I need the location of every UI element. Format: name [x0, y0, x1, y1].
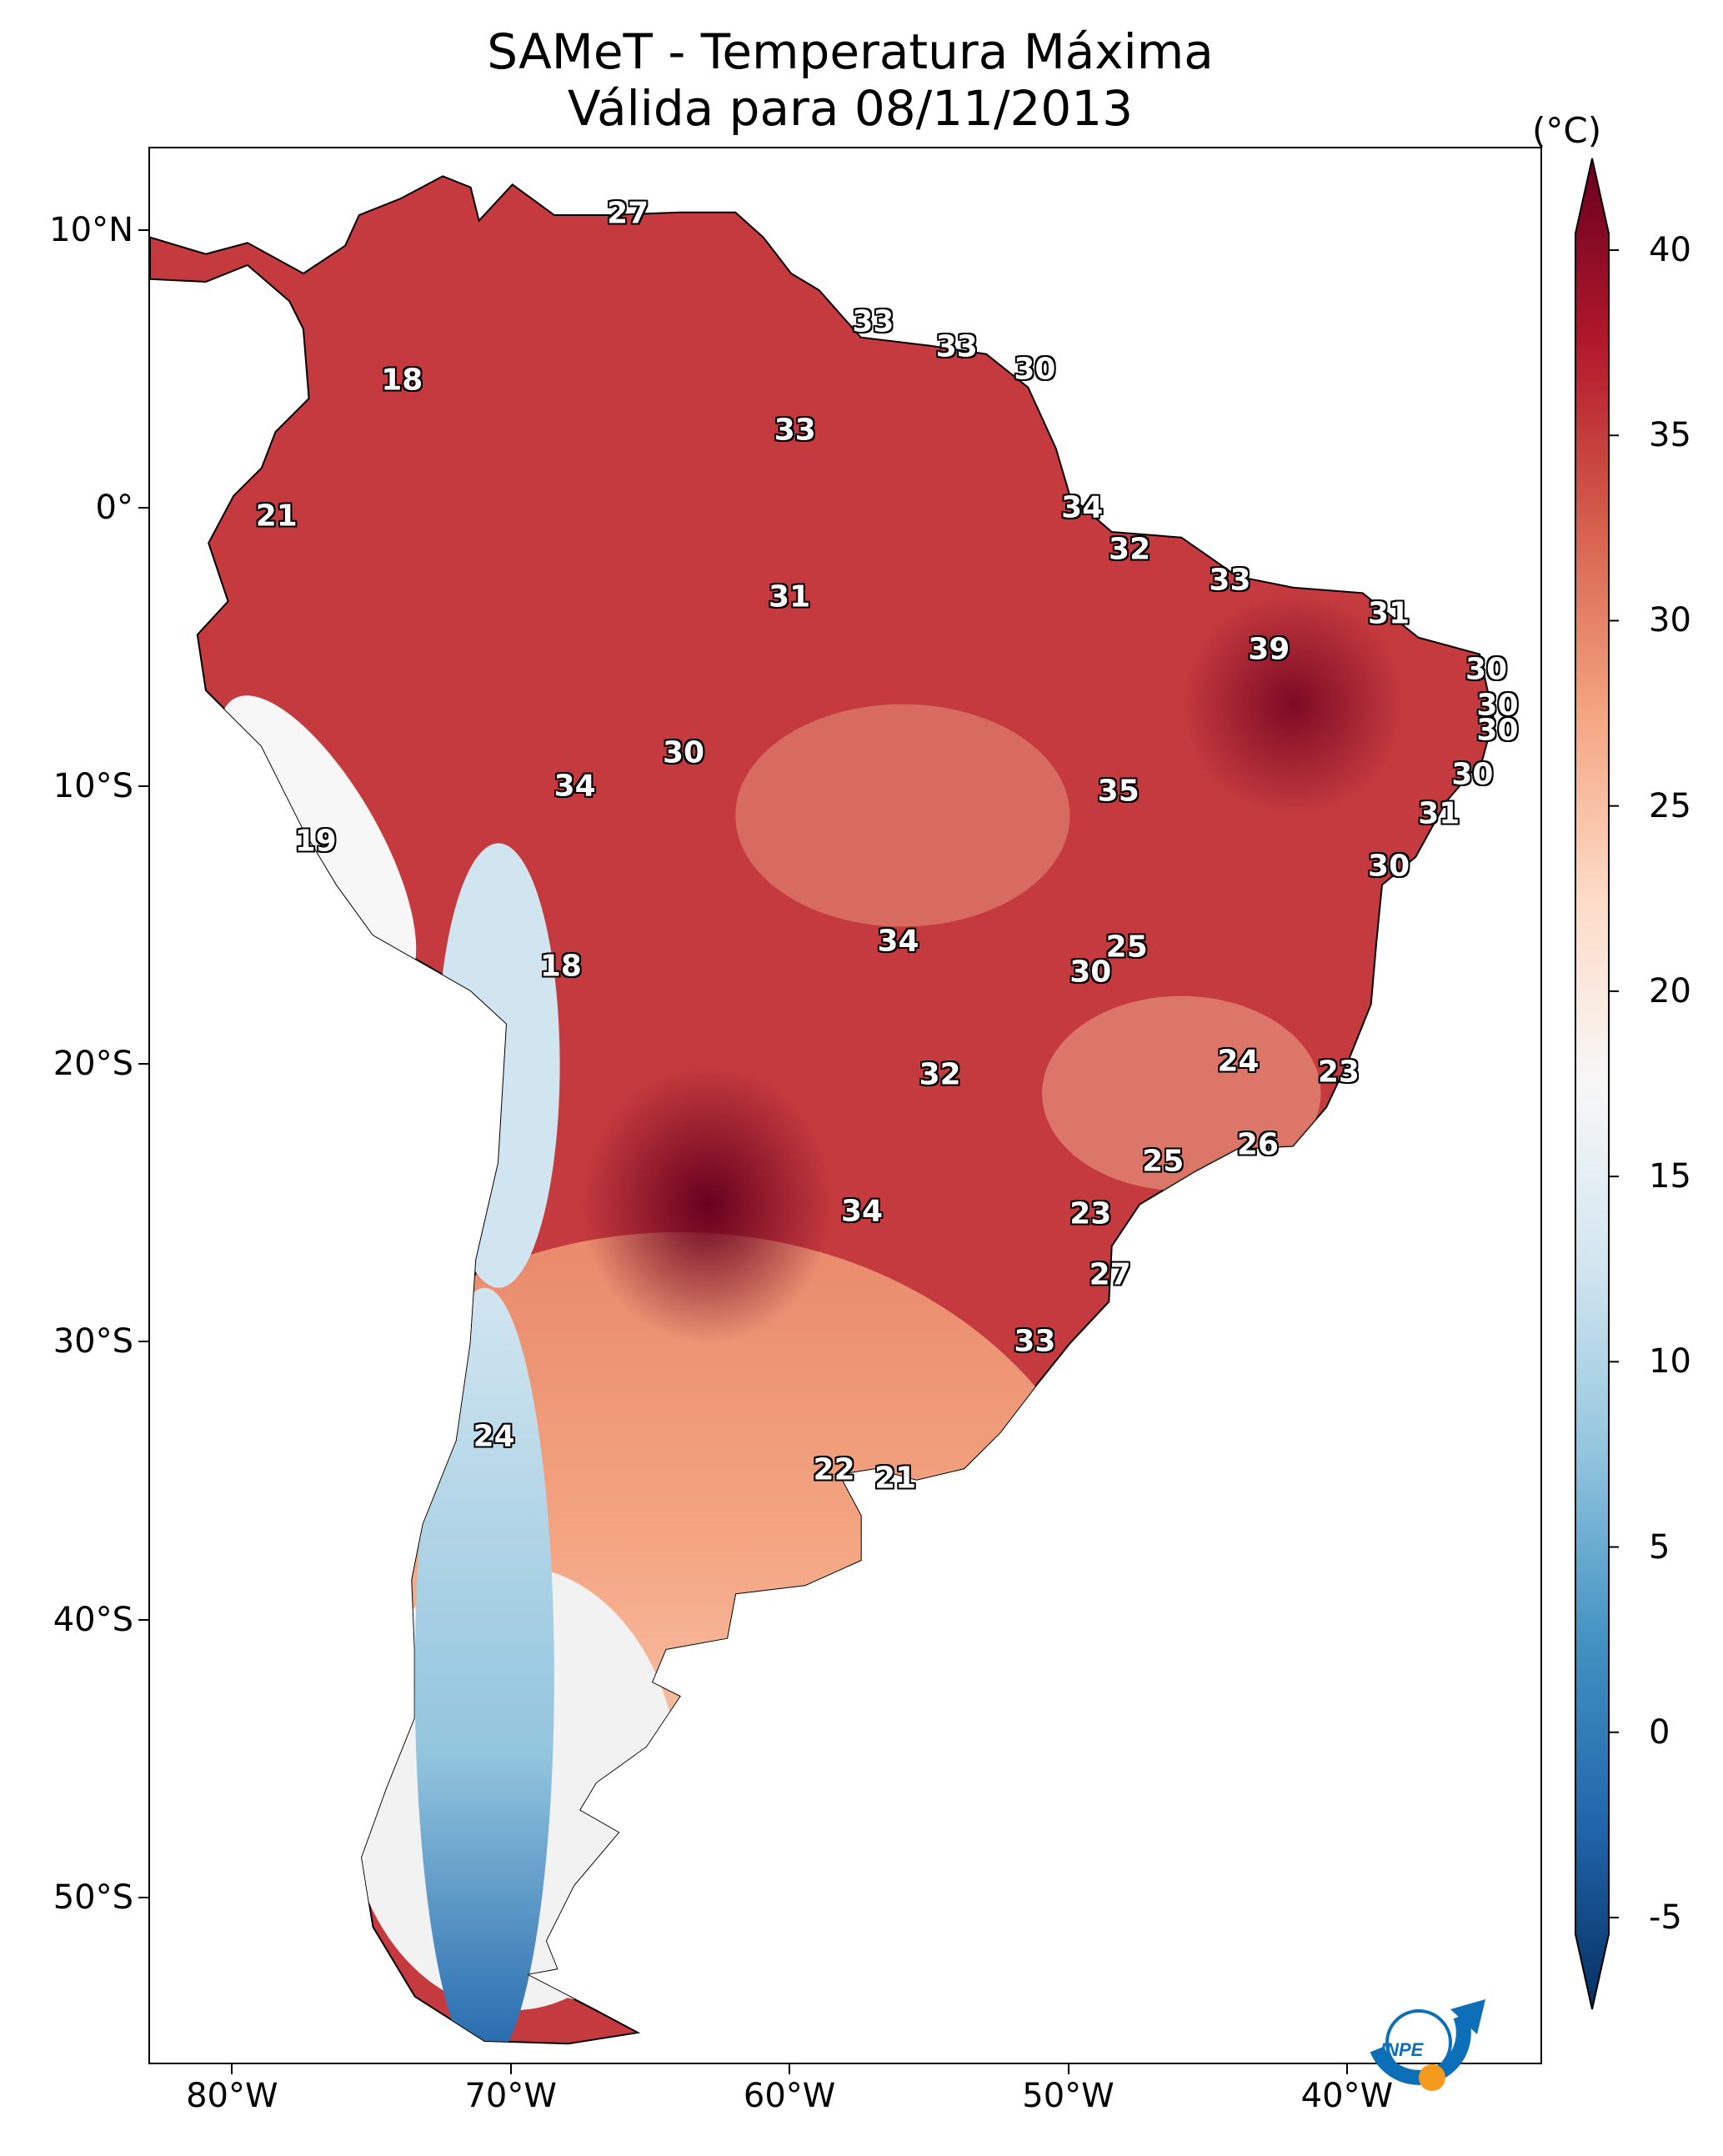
lat-tick	[138, 1063, 148, 1065]
colorbar-tick-label: 0	[1649, 1712, 1670, 1752]
station-value: 34	[553, 769, 596, 804]
colorbar-tick-label: 30	[1649, 601, 1691, 640]
station-value: 33	[1209, 563, 1251, 598]
station-value: 30	[1465, 652, 1508, 687]
station-value: 30	[1069, 955, 1112, 990]
lon-tick-label: 40°W	[1300, 2077, 1394, 2115]
station-value: 24	[473, 1419, 515, 1454]
lat-tick-label: 30°S	[53, 1322, 133, 1361]
lat-tick-label: 20°S	[53, 1045, 133, 1083]
chart-subtitle: Válida para 08/11/2013	[567, 80, 1134, 137]
station-value: 31	[769, 579, 811, 614]
lon-tick-label: 50°W	[1022, 2077, 1114, 2115]
colorbar-unit: (°C)	[1532, 110, 1602, 151]
map-panel	[148, 147, 1542, 2064]
andes-cold-band-south	[414, 1287, 554, 2044]
lat-tick-label: 10°N	[49, 211, 133, 249]
logo-sun	[1419, 2064, 1445, 2091]
station-value: 23	[1317, 1055, 1360, 1090]
station-value: 18	[539, 949, 582, 984]
station-value: 30	[1368, 849, 1410, 884]
station-value: 31	[1418, 796, 1460, 831]
station-value: 21	[255, 499, 298, 534]
station-value: 27	[607, 196, 649, 231]
station-value: 30	[1014, 352, 1056, 387]
station-value: 32	[1109, 532, 1151, 567]
station-value: 24	[1217, 1044, 1260, 1079]
chaco-hot-spot	[582, 1065, 834, 1344]
colorbar-ticks	[1609, 249, 1619, 1918]
station-value: 34	[1061, 490, 1104, 525]
lat-tick-label: 50°S	[53, 1878, 133, 1917]
colorbar-tick-label: 35	[1649, 416, 1691, 455]
station-value: 30	[1476, 688, 1519, 723]
land-layer	[150, 175, 1495, 2045]
southeast-highlands-mild	[1042, 995, 1321, 1191]
lat-tick-label: 40°S	[53, 1600, 133, 1639]
station-value: 33	[935, 329, 978, 364]
station-value: 31	[1368, 596, 1410, 631]
station-value: 30	[1451, 757, 1494, 792]
station-value: 22	[813, 1452, 855, 1487]
logo-arrow	[1450, 1999, 1485, 2034]
station-value: 19	[294, 824, 337, 859]
station-value: 25	[1142, 1144, 1185, 1179]
lon-tick	[231, 2064, 233, 2074]
station-value: 32	[919, 1057, 961, 1092]
lon-tick-label: 60°W	[743, 2077, 836, 2115]
lon-tick	[1345, 2064, 1348, 2074]
lon-tick	[789, 2064, 791, 2074]
lat-tick	[138, 1897, 148, 1898]
lon-tick	[1067, 2064, 1069, 2074]
lon-tick-label: 70°W	[464, 2077, 557, 2115]
colorbar-tick-label: 40	[1649, 231, 1691, 269]
lat-tick	[138, 785, 148, 787]
colorbar-tick-label: 15	[1649, 1157, 1691, 1196]
colorbar-tick-label: 5	[1649, 1527, 1670, 1567]
lat-tick	[138, 1341, 148, 1343]
central-plateau-mild	[735, 704, 1070, 927]
station-value: 35	[1097, 774, 1139, 809]
station-value: 25	[1105, 930, 1148, 965]
station-value: 34	[841, 1194, 884, 1229]
colorbar-tick-label: 20	[1649, 971, 1691, 1010]
station-value: 33	[852, 304, 894, 339]
logo-text: INPE	[1380, 2039, 1425, 2060]
lat-tick	[138, 507, 148, 509]
colorbar-tick-label: 25	[1649, 786, 1691, 825]
inpe-logo: INPE	[1370, 1999, 1485, 2091]
northeast-hot-spot	[1181, 593, 1405, 815]
station-value: 30	[1476, 713, 1519, 748]
colorbar-tick-label: -5	[1649, 1898, 1682, 1937]
lat-tick	[138, 229, 148, 231]
station-value: 34	[877, 924, 919, 959]
station-value: 33	[774, 413, 816, 448]
station-value: 33	[1014, 1324, 1056, 1359]
lon-tick	[509, 2064, 512, 2074]
logo-ring	[1385, 2009, 1452, 2076]
lon-tick-label: 80°W	[186, 2077, 278, 2115]
lat-tick-label: 0°	[95, 489, 133, 528]
colorbar	[1575, 158, 1619, 2010]
station-value: 26	[1236, 1127, 1279, 1162]
station-value: 23	[1069, 1196, 1112, 1231]
station-value: 39	[1248, 632, 1290, 667]
station-value: 27	[1089, 1257, 1131, 1292]
temperature-map	[150, 175, 1495, 2045]
station-value: 30	[662, 735, 705, 770]
lat-tick-label: 10°S	[53, 766, 133, 805]
colorbar-tick-label: 10	[1649, 1342, 1691, 1381]
station-value: 21	[874, 1461, 917, 1496]
andes-cold-band-central	[437, 843, 560, 1288]
colorbar-gradient	[1575, 158, 1610, 2010]
lat-tick	[138, 1618, 148, 1621]
chart-title: SAMeT - Temperatura Máxima	[487, 23, 1214, 80]
station-value: 18	[381, 363, 423, 398]
